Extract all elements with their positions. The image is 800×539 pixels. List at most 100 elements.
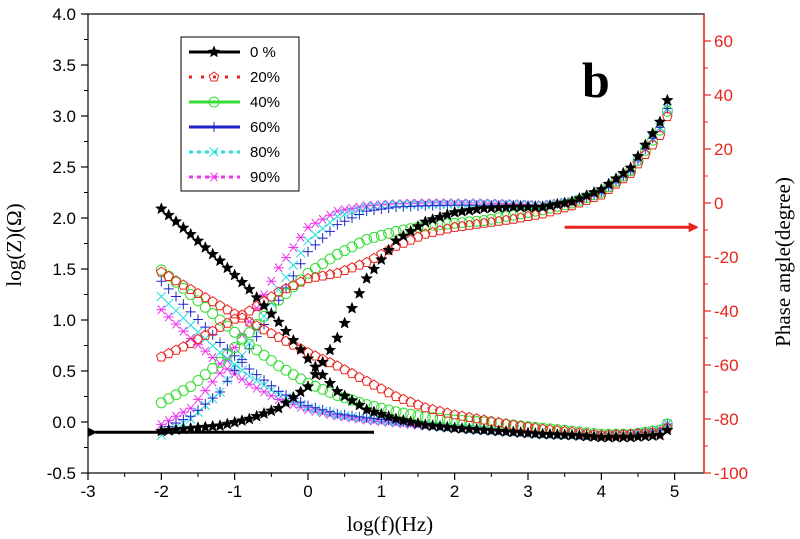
phase-point: [478, 217, 490, 228]
logz-point: [185, 289, 197, 300]
phase-point: [288, 260, 299, 270]
logz-point: [244, 363, 255, 374]
phase-point: [330, 331, 344, 344]
phase-point: [339, 216, 350, 227]
phase-point: [170, 389, 182, 401]
logz-point: [462, 422, 476, 435]
phase-point: [544, 206, 556, 217]
logz-point: [660, 423, 674, 436]
logz-point: [215, 337, 225, 348]
phase-point: [242, 412, 256, 425]
logz-point: [295, 397, 306, 408]
legend-marker: [209, 147, 219, 157]
phase-point: [654, 124, 666, 136]
phase-point: [346, 241, 358, 253]
x-tick-label: 2: [450, 482, 459, 501]
phase-point: [375, 229, 387, 241]
phase-point: [500, 214, 512, 225]
phase-point: [361, 233, 373, 245]
logz-point: [259, 375, 269, 386]
logz-point: [280, 364, 292, 376]
left-y-tick-label: 0.5: [52, 362, 76, 381]
phase-point: [354, 202, 365, 212]
logz-point: [266, 380, 277, 391]
logz-point: [237, 365, 247, 376]
phase-point: [368, 231, 380, 243]
phase-point: [331, 267, 343, 278]
phase-point: [353, 237, 365, 249]
phase-point: [390, 240, 402, 251]
logz-point: [185, 306, 196, 317]
logz-point: [200, 346, 211, 356]
logz-point: [345, 393, 359, 406]
x-tick-label: -3: [80, 482, 95, 501]
logz-point: [250, 290, 264, 303]
phase-point: [632, 158, 644, 169]
phase-point: [463, 216, 475, 228]
phase-point: [376, 204, 387, 215]
logz-point: [426, 419, 440, 432]
logz-point: [177, 282, 189, 294]
phase-point: [354, 209, 365, 220]
phase-point: [332, 211, 343, 222]
logz-point: [199, 291, 211, 303]
x-axis: -3 -2 -1 0 1 2 3 4 5: [80, 473, 679, 501]
phase-point: [493, 212, 505, 224]
phase-point: [324, 268, 336, 280]
logz-point: [198, 240, 212, 253]
phase-point: [383, 227, 395, 239]
logz-point: [156, 305, 167, 315]
phase-point: [207, 393, 218, 404]
phase-point: [419, 228, 431, 239]
logz-point: [286, 333, 300, 346]
logz-point: [330, 384, 344, 397]
logz-point: [565, 428, 579, 441]
phase-point: [346, 262, 358, 273]
phase-point: [529, 209, 541, 220]
phase-point: [171, 411, 181, 421]
logz-point: [339, 364, 351, 375]
logz-point: [163, 312, 174, 322]
logz-point: [389, 412, 403, 425]
logz-point: [470, 422, 484, 436]
phase-point: [302, 272, 314, 284]
logz-point: [228, 268, 242, 281]
phase-point: [339, 264, 351, 276]
phase-point: [587, 185, 601, 198]
phase-point: [456, 220, 468, 231]
legend-label: 40%: [250, 94, 280, 111]
phase-point: [638, 138, 652, 151]
phase-point: [257, 406, 271, 420]
phase-point: [382, 243, 396, 256]
phase-point: [288, 242, 299, 253]
phase-point: [221, 349, 233, 361]
phase-point: [332, 219, 343, 230]
logz-point: [193, 314, 203, 325]
phase-point: [471, 218, 483, 229]
logz-point: [265, 327, 277, 339]
phase-point: [367, 262, 381, 275]
phase-point: [471, 215, 483, 227]
phase-point: [331, 248, 343, 260]
logz-point: [310, 402, 321, 413]
phase-point: [185, 381, 197, 393]
logz-point: [397, 393, 409, 404]
phase-point: [441, 223, 453, 234]
legend: 0 % 20% 40% 60% 80% 90%: [180, 36, 300, 192]
x-tick-label: 1: [377, 482, 386, 501]
logz-point: [213, 254, 227, 267]
left-y-tick-label: 2.0: [52, 209, 76, 228]
logz-point: [572, 429, 586, 442]
legend-label: 0 %: [250, 44, 276, 61]
logz-point: [243, 316, 255, 327]
phase-point: [317, 270, 329, 281]
legend-label: 60%: [250, 119, 280, 136]
logz-point: [514, 426, 528, 439]
phase-point: [639, 148, 651, 159]
phase-point: [485, 216, 497, 227]
logz-point: [317, 383, 329, 395]
logz-point: [405, 396, 417, 407]
phase-point: [177, 385, 189, 397]
phase-point: [383, 203, 394, 214]
